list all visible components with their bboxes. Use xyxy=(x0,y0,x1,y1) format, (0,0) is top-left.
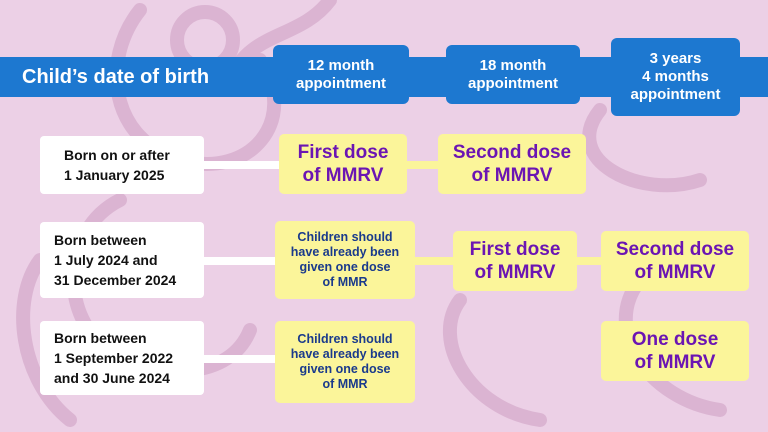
column-header-18-month: 18 month appointment xyxy=(446,45,580,104)
row2-3-years-4-months-cell: Second dose of MMRV xyxy=(601,231,749,291)
row2-12-month-cell: Children should have already been given … xyxy=(275,221,415,299)
row2-connector-label xyxy=(200,257,280,265)
row3-12-month-cell: Children should have already been given … xyxy=(275,321,415,403)
row1-connector-12-18 xyxy=(400,161,450,169)
row2-18-month-cell: First dose of MMRV xyxy=(453,231,577,291)
row2-connector-12-18 xyxy=(410,257,460,265)
row3-birth-date-label: Born between 1 September 2022 and 30 Jun… xyxy=(40,321,204,395)
row2-connector-18-3y4m xyxy=(572,257,608,265)
header-title: Child’s date of birth xyxy=(22,66,210,88)
row3-connector-label xyxy=(200,355,280,363)
row1-18-month-cell: Second dose of MMRV xyxy=(438,134,586,194)
column-header-12-month: 12 month appointment xyxy=(273,45,409,104)
row3-3-years-4-months-cell: One dose of MMRV xyxy=(601,321,749,381)
column-header-3-years-4-months: 3 years 4 months appointment xyxy=(611,38,740,116)
row1-12-month-cell: First dose of MMRV xyxy=(279,134,407,194)
row2-birth-date-label: Born between 1 July 2024 and 31 December… xyxy=(40,222,204,298)
row1-connector-label xyxy=(200,161,280,169)
row1-birth-date-label: Born on or after 1 January 2025 xyxy=(40,136,204,194)
